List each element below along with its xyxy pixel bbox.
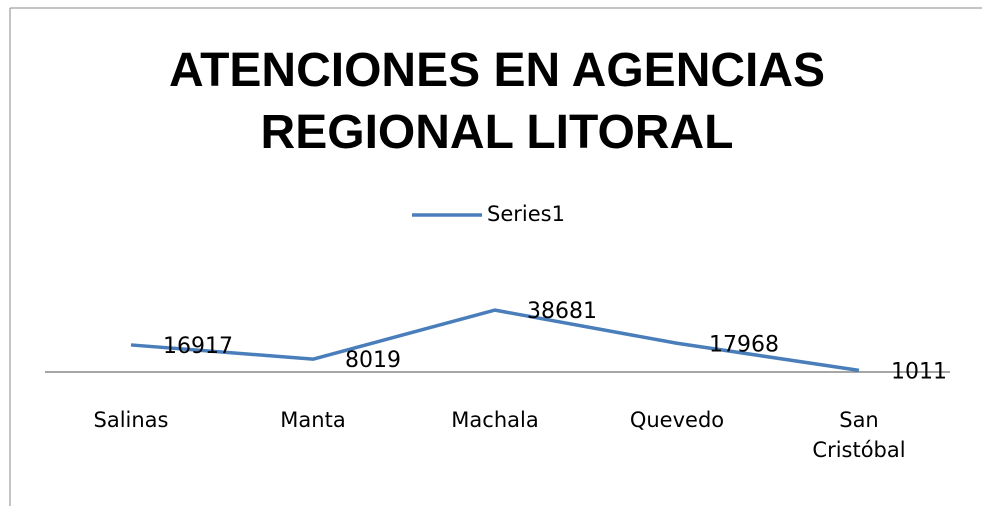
series-line	[130, 308, 860, 373]
x-tick-label: Quevedo	[629, 408, 725, 432]
data-label: 38681	[527, 299, 597, 324]
chart-title: ATENCIONES EN AGENCIAS REGIONAL LITORAL	[168, 44, 826, 159]
x-tick-label: Manta	[280, 408, 346, 432]
data-label: 17968	[709, 332, 779, 357]
x-tick-label: San Cristóbal	[812, 408, 906, 462]
x-tick-label: Machala	[451, 408, 539, 432]
legend-label: Series1	[487, 202, 565, 226]
data-label: 16917	[163, 334, 233, 359]
x-tick-label: Salinas	[93, 408, 169, 432]
data-label: 8019	[345, 348, 401, 373]
data-label: 1011	[891, 359, 947, 384]
